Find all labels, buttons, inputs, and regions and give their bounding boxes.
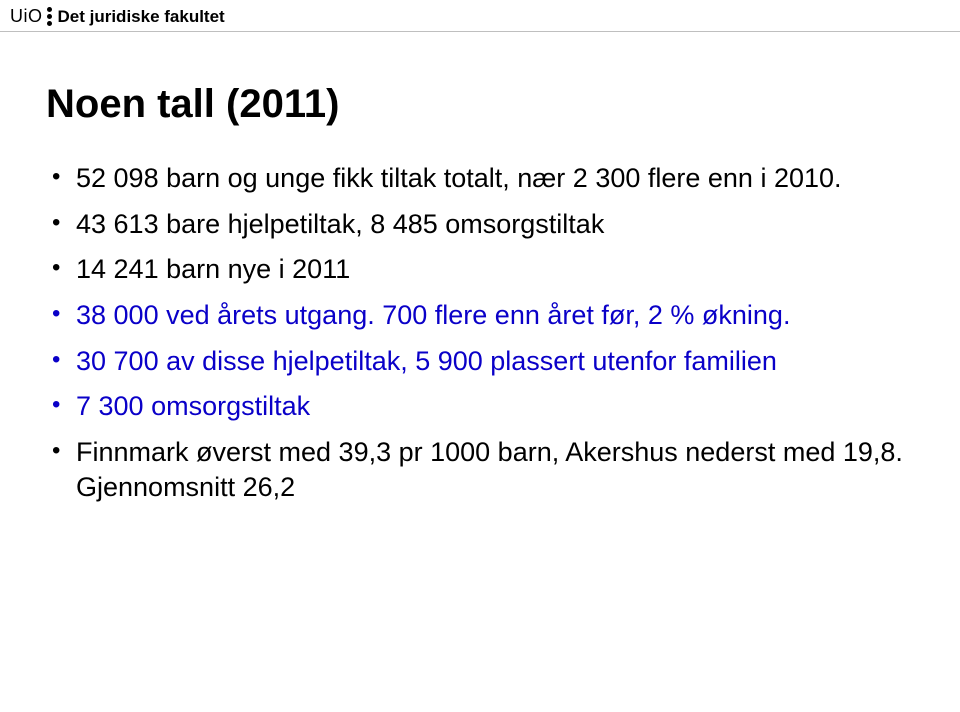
uio-logo-text: UiO bbox=[10, 6, 43, 27]
bullet-item: 52 098 barn og unge fikk tiltak totalt, … bbox=[52, 161, 914, 197]
slide-body: Noen tall (2011) 52 098 barn og unge fik… bbox=[0, 32, 960, 506]
uio-logo-dots-icon bbox=[47, 6, 52, 27]
slide-title: Noen tall (2011) bbox=[46, 82, 914, 127]
slide-header: UiO Det juridiske fakultet bbox=[0, 0, 960, 29]
bullet-item: 43 613 bare hjelpetiltak, 8 485 omsorgst… bbox=[52, 207, 914, 243]
bullet-item: 14 241 barn nye i 2011 bbox=[52, 252, 914, 288]
bullet-item: Finnmark øverst med 39,3 pr 1000 barn, A… bbox=[52, 435, 914, 506]
bullet-item: 38 000 ved årets utgang. 700 flere enn å… bbox=[52, 298, 914, 334]
faculty-name: Det juridiske fakultet bbox=[58, 7, 225, 27]
bullet-item: 30 700 av disse hjelpetiltak, 5 900 plas… bbox=[52, 344, 914, 380]
bullet-item: 7 300 omsorgstiltak bbox=[52, 389, 914, 425]
bullet-list: 52 098 barn og unge fikk tiltak totalt, … bbox=[52, 161, 914, 506]
